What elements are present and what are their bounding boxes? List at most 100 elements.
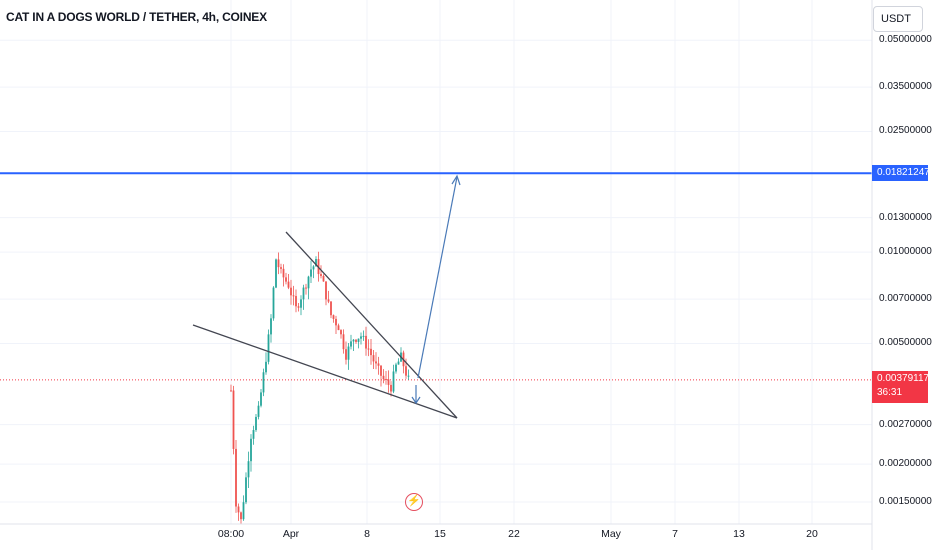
candle-body xyxy=(352,339,355,342)
candle-body xyxy=(245,477,247,503)
candle-body xyxy=(362,335,365,337)
candle-body xyxy=(265,361,267,373)
candle-body xyxy=(357,338,360,342)
candle-body xyxy=(300,299,302,308)
x-tick-label: 22 xyxy=(508,528,520,540)
x-tick-label: Apr xyxy=(282,528,300,540)
candle-body xyxy=(242,502,245,520)
candle-body xyxy=(320,274,322,276)
x-tick-label: May xyxy=(601,528,621,540)
x-tick-label: 7 xyxy=(672,528,678,540)
candle-body xyxy=(337,325,340,331)
time-axis[interactable]: 08:00 Apr 8 15 22 May 7 13 20 xyxy=(0,524,872,550)
bar-countdown: 36:31 xyxy=(877,386,903,398)
currency-button[interactable]: USDT xyxy=(873,6,923,32)
candle-body xyxy=(315,259,317,267)
projection-arrow-line xyxy=(417,176,458,379)
candle-body xyxy=(257,405,260,417)
x-tick-label: 08:00 xyxy=(217,528,245,540)
candle-body xyxy=(305,287,307,289)
candle-body xyxy=(270,318,272,335)
candle-body xyxy=(335,318,337,326)
y-tick-label: 0.03500000 xyxy=(879,81,932,93)
candle-body xyxy=(370,348,372,356)
candle-body xyxy=(367,348,370,350)
candle-body xyxy=(387,379,390,385)
candle-body xyxy=(235,448,237,507)
candle-body xyxy=(312,266,315,270)
candle-body xyxy=(330,301,332,316)
lower-trendline xyxy=(192,324,458,419)
candle-body xyxy=(282,268,285,278)
current-price-tag: 0.00379117 36:31 xyxy=(872,370,930,403)
y-tick-label: 0.01000000 xyxy=(879,246,932,258)
candle-body xyxy=(295,296,297,307)
candle-body xyxy=(287,281,290,288)
candle-body xyxy=(395,364,397,372)
y-tick-label: 0.00700000 xyxy=(879,293,932,305)
y-tick-label: 0.05000000 xyxy=(879,34,932,46)
candle-body xyxy=(252,430,255,439)
candle-body xyxy=(275,259,277,288)
candle-body xyxy=(332,315,335,319)
candle-body xyxy=(260,392,262,406)
candle-body xyxy=(345,349,347,360)
y-tick-label: 0.00150000 xyxy=(879,496,932,507)
candle-body xyxy=(292,295,295,297)
x-tick-label: 13 xyxy=(733,528,745,540)
projection-arrowhead xyxy=(451,174,461,186)
candle-body xyxy=(250,438,252,462)
candle-body xyxy=(267,334,270,362)
candle-body xyxy=(310,269,312,277)
resistance-price-label: 0.01821247 xyxy=(877,167,930,179)
candle-body xyxy=(397,361,400,365)
resistance-price-tag: 0.01821247 xyxy=(872,165,930,182)
y-tick-label: 0.00270000 xyxy=(879,418,932,430)
candle-body xyxy=(230,390,232,392)
y-tick-label: 0.02500000 xyxy=(879,125,932,137)
candle-body xyxy=(290,287,292,296)
candle-body xyxy=(280,267,282,269)
candle-body xyxy=(297,306,300,308)
candle-body xyxy=(340,330,342,335)
candle-body xyxy=(325,281,327,300)
candle-body xyxy=(375,361,377,364)
candle-body xyxy=(307,276,310,289)
upper-trendline xyxy=(285,231,458,419)
candle-body xyxy=(355,339,357,342)
candle-body xyxy=(285,277,287,282)
lightning-icon[interactable]: ⚡ xyxy=(405,493,423,511)
chart-title: CAT IN A DOGS WORLD / TETHER, 4h, COINEX xyxy=(6,10,267,24)
dip-arrowhead xyxy=(411,396,421,405)
candle-body xyxy=(405,366,407,376)
candle-body xyxy=(237,506,240,513)
candle-body xyxy=(390,384,392,392)
candle-body xyxy=(240,512,242,520)
x-tick-label: 15 xyxy=(434,528,446,540)
x-tick-label: 8 xyxy=(364,528,370,540)
candle-body xyxy=(322,275,325,282)
candle-body xyxy=(277,259,280,268)
y-tick-label: 0.01300000 xyxy=(879,211,932,223)
x-tick-label: 20 xyxy=(806,528,818,540)
candle-body xyxy=(232,390,235,449)
y-tick-label: 0.00200000 xyxy=(879,458,932,470)
candle-body xyxy=(377,363,380,366)
candle-body xyxy=(342,334,345,350)
price-axis[interactable]: 0.05000000 0.03500000 0.02500000 0.01300000… xyxy=(872,0,932,524)
current-price-label: 0.00379117 xyxy=(877,372,930,384)
candle-body xyxy=(347,346,350,360)
candle-body xyxy=(255,416,257,431)
y-tick-label: 0.00500000 xyxy=(879,337,932,349)
candle-body xyxy=(382,375,385,380)
candle-body xyxy=(385,379,387,381)
candle-body xyxy=(392,371,395,392)
candle-body xyxy=(380,365,382,376)
candle-body xyxy=(407,375,410,377)
candle-body xyxy=(272,287,275,319)
candle-body xyxy=(372,355,375,362)
candle-body xyxy=(350,341,352,347)
candle-body xyxy=(247,461,250,478)
